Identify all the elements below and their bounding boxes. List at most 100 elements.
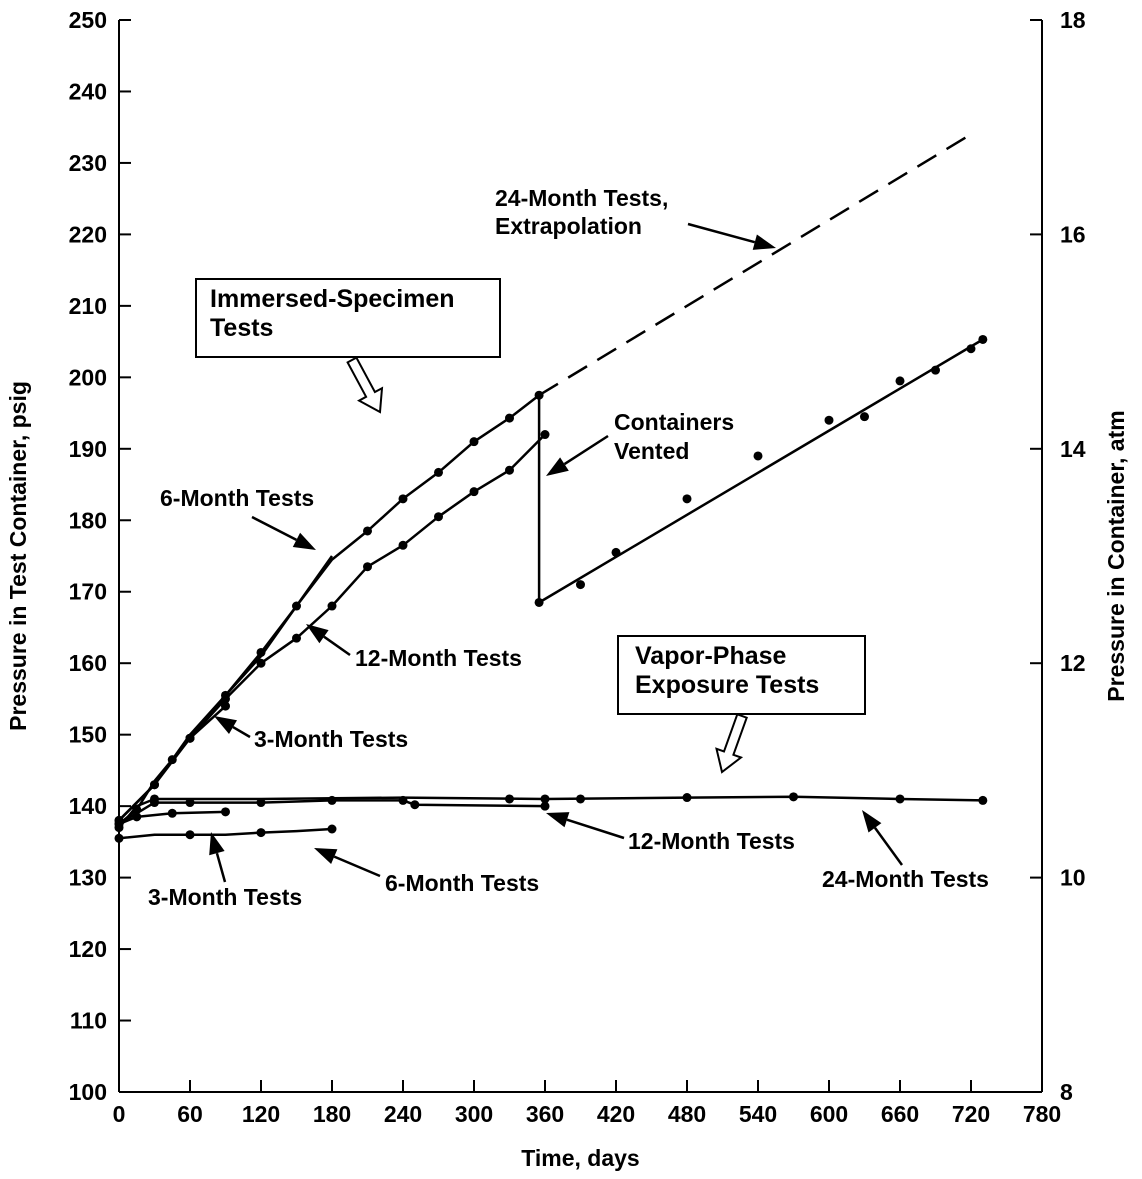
- annotation-text: 12-Month Tests: [628, 828, 795, 854]
- arrow-head: [209, 832, 225, 856]
- x-tick-label: 360: [526, 1101, 564, 1127]
- annotation-text: 6-Month Tests: [160, 485, 314, 511]
- arrow-12-month-vapor: [546, 812, 625, 840]
- x-tick-label: 720: [952, 1101, 990, 1127]
- series-line: [118, 827, 333, 840]
- data-point: [256, 828, 266, 838]
- y2-tick-label: 8: [1060, 1079, 1073, 1105]
- arrow-shaft: [323, 635, 351, 657]
- data-point: [363, 562, 372, 572]
- data-point: [398, 494, 408, 504]
- y2-tick-label: 10: [1060, 865, 1086, 891]
- data-point: [966, 344, 976, 354]
- box-text: Tests: [210, 314, 273, 342]
- arrow-head: [214, 716, 237, 734]
- y-tick-label: 200: [69, 364, 107, 390]
- annotation-6: 3-Month Tests: [148, 884, 302, 910]
- data-point: [534, 597, 544, 607]
- arrow-shaft: [873, 827, 904, 866]
- data-point: [789, 792, 798, 802]
- annotation-text: 24-Month Tests: [822, 866, 989, 892]
- series-layer: [114, 133, 988, 843]
- series-line: [118, 555, 334, 822]
- y-tick-label: 190: [69, 436, 107, 462]
- x-tick-label: 780: [1023, 1101, 1061, 1127]
- data-point: [434, 467, 443, 477]
- data-point: [753, 451, 763, 461]
- data-point: [256, 647, 266, 657]
- annotation-text: Vented: [614, 438, 689, 464]
- arrow-containers-vented: [546, 434, 609, 476]
- x-tick-label: 60: [177, 1101, 203, 1127]
- data-point: [469, 487, 479, 497]
- x-tick-label: 120: [242, 1101, 280, 1127]
- arrow-shaft: [333, 855, 381, 878]
- data-point: [576, 794, 585, 804]
- arrow-24-month-vapor: [862, 810, 904, 866]
- box-text: Immersed-Specimen: [210, 285, 455, 313]
- extrapolation-line: [538, 133, 972, 397]
- annotation-7: 6-Month Tests: [385, 870, 539, 896]
- data-point: [505, 413, 514, 423]
- arrow-head: [546, 457, 569, 476]
- arrow-6-month-vapor: [314, 848, 381, 878]
- after-vent-line: [538, 338, 984, 604]
- x-tick-label: 480: [668, 1101, 706, 1127]
- box-frame: [195, 278, 501, 358]
- annotation-3: 12-Month Tests: [355, 645, 522, 671]
- y-tick-label: 120: [69, 936, 107, 962]
- data-point: [221, 690, 230, 700]
- data-point: [576, 580, 585, 590]
- data-point: [167, 808, 177, 818]
- x-tick-label: 180: [313, 1101, 351, 1127]
- data-point: [185, 830, 195, 840]
- data-point: [540, 794, 550, 804]
- y-tick-label: 250: [69, 7, 107, 33]
- annotation-text: 3-Month Tests: [148, 884, 302, 910]
- data-point: [114, 823, 124, 833]
- y-tick-label: 150: [69, 722, 107, 748]
- y-tick-label: 160: [69, 650, 107, 676]
- data-point: [505, 465, 514, 475]
- series-vapor-7: [114, 792, 988, 833]
- data-point: [256, 658, 266, 668]
- y-tick-label: 220: [69, 221, 107, 247]
- axes: 0 60 120 180 240 300 360 420 480 540 600 660 720 780 1…: [5, 7, 1129, 1171]
- arrow-3-month-immersed: [214, 716, 251, 739]
- arrow-shaft: [215, 852, 227, 883]
- y2-tick-label: 14: [1060, 436, 1086, 462]
- data-point: [682, 494, 692, 504]
- arrow-extrapolation: [687, 222, 776, 250]
- arrow-shaft: [563, 434, 609, 466]
- vapor-box-arrow: [715, 713, 748, 774]
- box-text: Exposure Tests: [635, 671, 819, 699]
- arrow-head: [752, 234, 776, 250]
- data-point: [978, 795, 988, 805]
- data-point: [221, 701, 230, 711]
- data-point: [410, 800, 420, 810]
- data-point: [540, 430, 550, 440]
- x-tick-label: 300: [455, 1101, 493, 1127]
- data-point: [931, 365, 940, 375]
- annotation-2: 6-Month Tests: [160, 485, 314, 511]
- data-point: [327, 824, 337, 834]
- y-axis-title: Pressure in Test Container, psig: [5, 381, 31, 731]
- series-line: [118, 394, 540, 822]
- annotation-4: 3-Month Tests: [254, 726, 408, 752]
- y2-tick-label: 18: [1060, 7, 1086, 33]
- box-frame: [617, 635, 866, 715]
- data-point: [895, 376, 905, 386]
- x-tick-label: 0: [113, 1101, 126, 1127]
- y-tick-label: 210: [69, 293, 107, 319]
- annotation-text: 24-Month Tests,: [495, 185, 668, 211]
- arrow-head: [306, 624, 329, 644]
- data-point: [292, 633, 301, 643]
- arrow-shaft: [566, 818, 625, 840]
- series-line: [118, 810, 226, 826]
- x-tick-label: 660: [881, 1101, 919, 1127]
- data-point: [860, 412, 869, 422]
- annotation-text: 3-Month Tests: [254, 726, 408, 752]
- x-tick-label: 240: [384, 1101, 422, 1127]
- y-tick-label: 180: [69, 507, 107, 533]
